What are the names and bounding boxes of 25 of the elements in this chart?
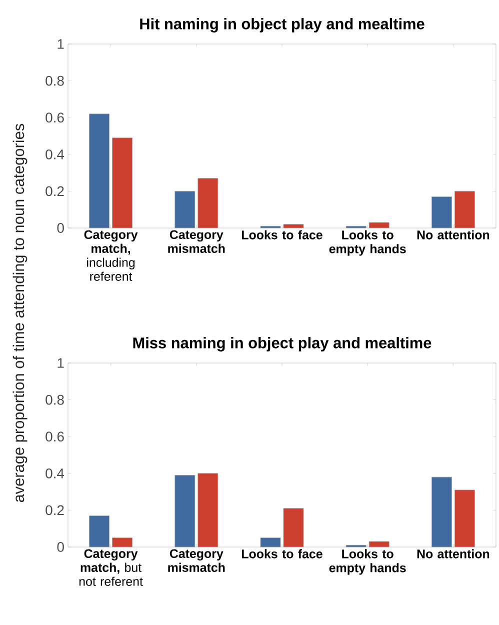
y-tick-label: 0	[57, 223, 64, 233]
y-tick-label: 0.2	[46, 186, 64, 196]
x-tick-label: Category match, including referent	[84, 230, 138, 281]
y-axis-title: average proportion of time attending to noun categories	[12, 124, 28, 502]
y-tick-label: 0.4	[46, 468, 64, 478]
x-tick-label: Category mismatch	[168, 230, 225, 253]
chart-title: Hit naming in object play and mealtime	[140, 18, 424, 32]
y-tick-label: 1	[58, 39, 64, 49]
y-tick-label: 0.6	[46, 432, 64, 442]
x-tick-label: Looks to empty hands	[329, 549, 406, 575]
x-tick-label: Category mismatch	[168, 549, 225, 572]
x-tick-label: Category match, but not referent	[79, 549, 143, 586]
chart-title: Miss naming in object play and mealtime	[133, 337, 432, 352]
x-tick-label: No attention	[417, 549, 489, 558]
y-tick-label: 0.8	[46, 394, 64, 405]
y-tick-label: 1	[58, 358, 64, 368]
x-tick-label: Looks to face	[242, 230, 322, 240]
y-tick-label: 0	[57, 542, 64, 552]
y-tick-label: 0.6	[46, 112, 64, 123]
y-tick-label: 0.2	[46, 505, 64, 516]
x-tick-label: Looks to face	[242, 549, 322, 558]
x-tick-label: No attention	[417, 230, 489, 240]
x-tick-label: Looks to empty hands	[329, 230, 406, 256]
y-tick-label: 0.8	[46, 76, 64, 86]
y-tick-label: 0.4	[46, 149, 64, 160]
